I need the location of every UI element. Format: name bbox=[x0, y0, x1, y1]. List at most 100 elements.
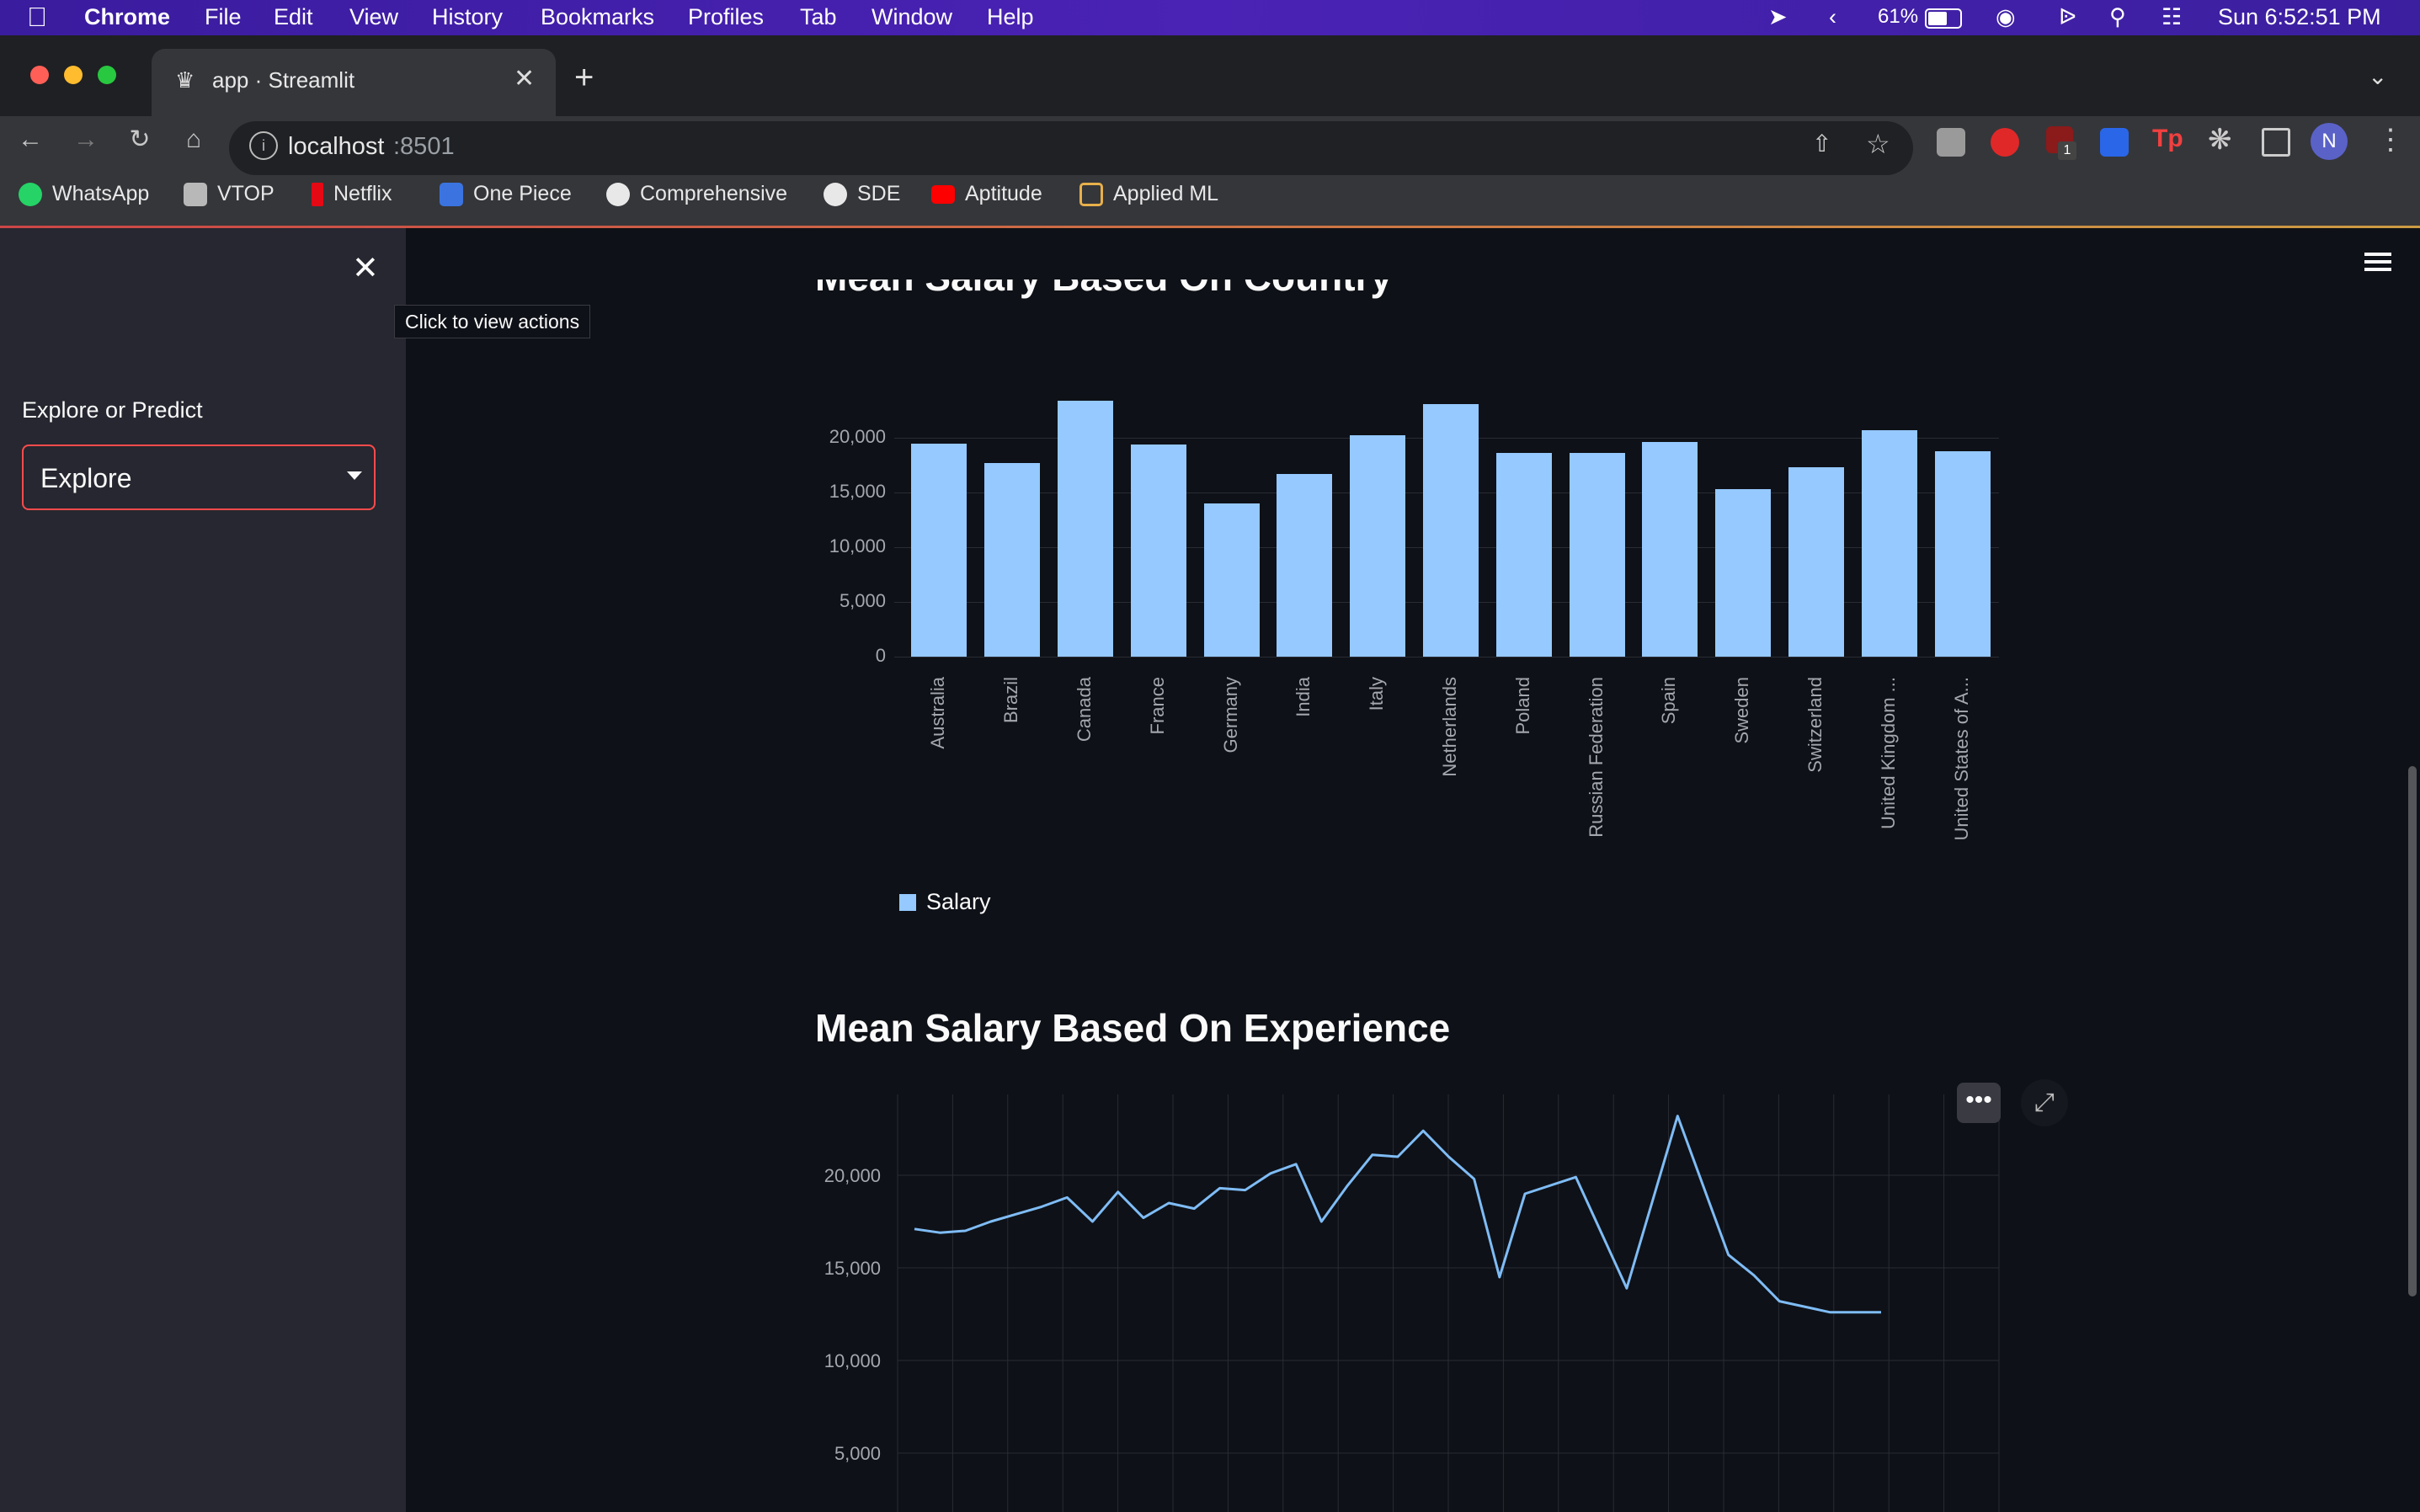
bar-united-states-of-a-[interactable] bbox=[1934, 450, 1991, 657]
extension-icon[interactable] bbox=[1937, 128, 1965, 157]
menu-app-name[interactable]: Chrome bbox=[84, 4, 171, 29]
bookmark-comprehensive[interactable]: Comprehensive bbox=[606, 178, 787, 209]
address-bar[interactable]: i localhost :8501 ⇧ ☆ bbox=[229, 121, 1913, 175]
legend-label: Salary bbox=[926, 889, 991, 914]
apple-icon[interactable]:  bbox=[27, 0, 47, 35]
close-sidebar-icon[interactable]: ✕ bbox=[352, 251, 379, 286]
menu-tab[interactable]: Tab bbox=[800, 4, 837, 29]
back-arrow-icon[interactable]: ← bbox=[18, 125, 43, 153]
bar-x-label: Brazil bbox=[1000, 677, 1022, 724]
battery-icon[interactable] bbox=[1925, 8, 1962, 29]
share-icon[interactable]: ⇧ bbox=[1812, 130, 1832, 157]
bookmark-aptitude[interactable]: Aptitude bbox=[931, 178, 1042, 209]
bar-switzerland[interactable] bbox=[1788, 467, 1844, 657]
bar-germany[interactable] bbox=[1203, 503, 1260, 657]
chrome-menu-icon[interactable]: ⋮ bbox=[2376, 124, 2405, 156]
puzzle-extensions-icon[interactable]: ❋ bbox=[2208, 124, 2232, 156]
bar-russian-federation[interactable] bbox=[1569, 453, 1625, 657]
experience-salary-line-chart[interactable]: 5,000 10,000 15,000 20,000 bbox=[800, 1086, 2012, 1512]
reload-icon[interactable]: ↻ bbox=[129, 125, 151, 153]
menu-profiles[interactable]: Profiles bbox=[688, 4, 765, 29]
bookmark-whatsapp[interactable]: WhatsApp bbox=[19, 178, 149, 209]
page-scrollbar[interactable] bbox=[2408, 766, 2417, 1296]
github-icon bbox=[824, 183, 847, 207]
menu-clock[interactable]: Sun 6:52:51 PM bbox=[2218, 4, 2381, 29]
menu-history[interactable]: History bbox=[432, 4, 504, 29]
chart-more-actions-icon[interactable]: ••• bbox=[1957, 1083, 2001, 1123]
control-center-icon[interactable]: ☷ bbox=[2161, 4, 2183, 29]
bar-india[interactable] bbox=[1277, 473, 1333, 657]
bluetooth-icon[interactable]: ᐉ bbox=[2059, 4, 2076, 29]
bar-brazil[interactable] bbox=[984, 462, 1041, 657]
bookmark-star-icon[interactable]: ☆ bbox=[1866, 129, 1890, 159]
new-tab-icon[interactable]: + bbox=[574, 59, 594, 96]
location-arrow-icon[interactable]: ➤ bbox=[1768, 4, 1788, 29]
hamburger-menu-icon[interactable] bbox=[2364, 253, 2391, 271]
menu-help[interactable]: Help bbox=[987, 4, 1034, 29]
youtube-icon bbox=[931, 185, 955, 205]
home-icon[interactable]: ⌂ bbox=[185, 125, 202, 153]
explore-predict-select[interactable]: Explore bbox=[22, 445, 376, 510]
bar-x-label: Poland bbox=[1511, 677, 1533, 735]
bar-poland[interactable] bbox=[1495, 453, 1552, 657]
menu-view[interactable]: View bbox=[349, 4, 399, 29]
bar-canada[interactable] bbox=[1058, 400, 1113, 657]
line-y-tick: 5,000 bbox=[834, 1443, 881, 1464]
window-zoom-button[interactable] bbox=[98, 66, 116, 84]
ublock-extension-icon[interactable] bbox=[1991, 128, 2019, 157]
bar-australia[interactable] bbox=[911, 443, 967, 657]
bookmark-sde[interactable]: SDE bbox=[824, 178, 900, 209]
bar-y-tick: 20,000 bbox=[829, 426, 886, 447]
streamlit-decoration-bar bbox=[0, 226, 2420, 228]
tab-title: app · Streamlit bbox=[212, 67, 355, 93]
bar-spain[interactable] bbox=[1642, 442, 1698, 657]
chevron-left-icon[interactable]: ‹ bbox=[1829, 4, 1836, 29]
browser-tab-active[interactable]: ♛ app · Streamlit ✕ bbox=[152, 49, 556, 116]
experience-chart-title: Mean Salary Based On Experience bbox=[815, 1006, 1451, 1050]
bookmarks-bar bbox=[0, 175, 2420, 227]
bar-sweden[interactable] bbox=[1715, 489, 1772, 657]
extension-badge-icon[interactable]: 1 bbox=[2046, 126, 2076, 160]
bar-x-label: Spain bbox=[1658, 677, 1680, 725]
spotlight-search-icon[interactable]: ⚲ bbox=[2109, 4, 2126, 29]
netflix-icon bbox=[312, 183, 323, 207]
bookmark-netflix[interactable]: Netflix bbox=[312, 178, 392, 209]
bookmark-one-piece[interactable]: One Piece bbox=[440, 178, 572, 209]
country-salary-bar-chart[interactable]: 0 5,000 10,000 15,000 20,000 Australia Brazil C… bbox=[800, 345, 2012, 934]
streamlit-main bbox=[406, 228, 2420, 1512]
bar-x-label: Australia bbox=[927, 677, 949, 749]
tp-extension-icon[interactable]: Tp bbox=[2152, 125, 2183, 152]
profile-avatar[interactable]: N bbox=[2311, 123, 2348, 160]
bookmark-applied-ml[interactable]: Applied ML bbox=[1079, 178, 1218, 209]
bar-france[interactable] bbox=[1130, 444, 1186, 657]
salary-experience-line[interactable] bbox=[914, 1115, 1881, 1314]
bar-y-tick: 10,000 bbox=[829, 535, 886, 556]
menu-edit[interactable]: Edit bbox=[274, 4, 313, 29]
line-y-tick: 20,000 bbox=[824, 1165, 881, 1186]
menu-window[interactable]: Window bbox=[872, 4, 953, 29]
tab-close-icon[interactable]: ✕ bbox=[514, 65, 536, 93]
bookmark-vtop[interactable]: VTOP bbox=[184, 178, 275, 209]
applied-ml-icon bbox=[1079, 183, 1103, 207]
window-close-button[interactable] bbox=[30, 66, 49, 84]
line-y-tick: 15,000 bbox=[824, 1258, 881, 1279]
site-info-icon[interactable]: i bbox=[249, 131, 278, 160]
menu-bookmarks[interactable]: Bookmarks bbox=[541, 4, 655, 29]
line-y-tick: 10,000 bbox=[824, 1350, 881, 1371]
bar-y-tick: 0 bbox=[875, 645, 886, 666]
fullscreen-expand-icon[interactable]: ⤢ bbox=[2021, 1079, 2068, 1126]
streamlit-sidebar bbox=[0, 228, 406, 1512]
wifi-icon[interactable]: ◉ bbox=[1996, 4, 2016, 29]
streamlit-favicon-icon: ♛ bbox=[175, 67, 195, 93]
bar-united-kingdom-[interactable] bbox=[1861, 429, 1917, 657]
window-minimize-button[interactable] bbox=[64, 66, 83, 84]
tab-search-chevron-icon[interactable]: ⌄ bbox=[2368, 63, 2388, 89]
bar-x-label: Russian Federation bbox=[1585, 677, 1607, 838]
side-panel-icon[interactable] bbox=[2262, 128, 2290, 157]
menu-file[interactable]: File bbox=[205, 4, 242, 29]
forward-arrow-icon[interactable]: → bbox=[73, 125, 99, 153]
bar-italy[interactable] bbox=[1350, 435, 1406, 657]
bar-netherlands[interactable] bbox=[1423, 403, 1479, 657]
shield-extension-icon[interactable] bbox=[2100, 128, 2129, 157]
bar-x-label: Switzerland bbox=[1804, 677, 1826, 773]
